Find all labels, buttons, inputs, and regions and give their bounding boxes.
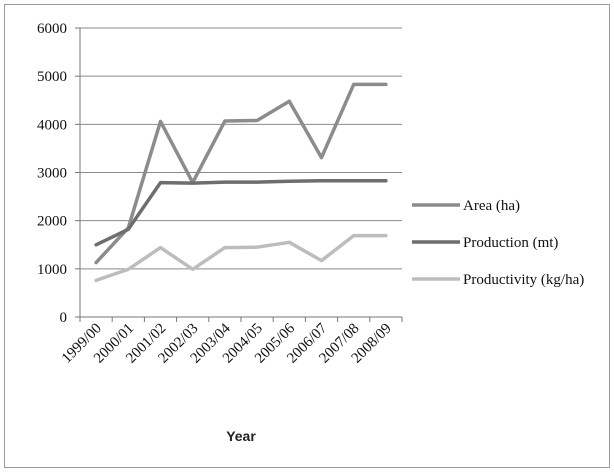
y-tick-label: 5000 [37, 69, 67, 85]
legend-label: Productivity (kg/ha) [463, 272, 584, 288]
series-line-3 [94, 233, 388, 283]
y-tick-label: 4000 [37, 117, 67, 133]
y-axis: 0 1000 2000 3000 4000 5000 6000 [37, 21, 81, 326]
legend-label: Area (ha) [463, 198, 520, 214]
y-tick-label: 0 [60, 310, 68, 326]
legend-label: Production (mt) [463, 235, 558, 251]
x-axis: 1999/002000/012001/022002/032003/042004/… [59, 316, 403, 367]
series-lines [94, 82, 388, 283]
chart-frame [4, 4, 610, 468]
x-axis-title: Year [226, 428, 256, 444]
series-line-2 [94, 178, 388, 247]
legend: Area (ha) Production (mt) Productivity (kg… [412, 198, 584, 288]
y-tick-label: 1000 [37, 262, 67, 278]
y-tick-label: 2000 [37, 214, 67, 230]
series-line-1 [94, 82, 388, 265]
gridlines [80, 27, 402, 270]
y-tick-label: 6000 [37, 21, 67, 37]
y-tick-label: 3000 [37, 166, 67, 182]
